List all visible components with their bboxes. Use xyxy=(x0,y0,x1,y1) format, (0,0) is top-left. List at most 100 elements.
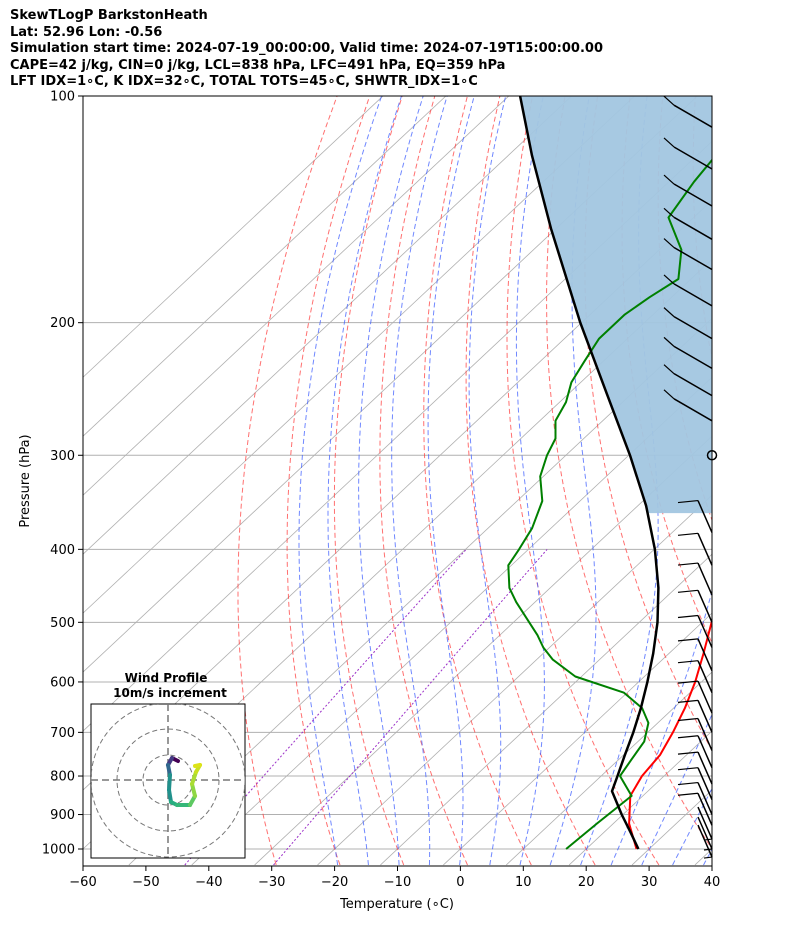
moist-adiabat xyxy=(391,96,448,866)
hodo-ring-30 xyxy=(91,704,245,858)
wind-barb xyxy=(677,751,713,785)
dewpoint-line xyxy=(507,158,712,850)
y-tick-label: 100 xyxy=(50,90,75,105)
wind-barb-flag xyxy=(663,174,675,185)
wind-barb-staff xyxy=(673,104,713,128)
wind-barb-staff xyxy=(673,246,713,271)
hodograph-segment xyxy=(190,782,197,798)
isotherm xyxy=(380,553,712,866)
wind-barb-staff xyxy=(697,660,713,693)
chart-title: SkewTLogP BarkstonHeath xyxy=(10,8,208,23)
x-tick-label: 0 xyxy=(456,875,464,890)
moist-adiabat xyxy=(298,96,383,866)
dry-adiabat xyxy=(423,96,532,866)
wind-barb-flag xyxy=(663,364,675,375)
x-tick-label: −30 xyxy=(258,875,285,890)
dry-adiabat xyxy=(546,96,712,850)
isotherm xyxy=(83,96,635,614)
wind-barb-flag xyxy=(663,207,675,218)
wind-barb-flag xyxy=(677,699,699,703)
time-line: Simulation start time: 2024-07-19_00:00:… xyxy=(10,41,603,56)
hodograph-segment xyxy=(167,773,172,792)
moist-adiabat xyxy=(735,96,794,865)
isotherm xyxy=(191,376,712,866)
hodograph-segment xyxy=(193,763,202,768)
wind-barb-flag xyxy=(677,680,699,684)
wind-barb xyxy=(663,389,713,422)
wind-barb-flag xyxy=(663,95,675,106)
wind-barb-flag xyxy=(663,274,675,285)
wind-barb-staff xyxy=(697,782,713,815)
wind-barb-staff xyxy=(673,372,713,397)
x-tick-label: −50 xyxy=(132,875,159,890)
x-tick-label: −40 xyxy=(195,875,222,890)
wind-barb-staff xyxy=(673,216,713,240)
wind-barb xyxy=(677,499,713,533)
y-tick-label: 800 xyxy=(50,770,75,785)
wind-barb-staff xyxy=(697,816,713,850)
moist-adiabat xyxy=(327,96,402,866)
wind-barb-flag xyxy=(677,717,699,722)
x-tick-label: 10 xyxy=(515,875,532,890)
wind-barb xyxy=(663,238,713,271)
wind-barb-flag xyxy=(663,238,675,248)
wind-barb-staff xyxy=(673,398,713,422)
wind-barb-flag xyxy=(677,499,699,504)
hodograph-title: Wind Profile xyxy=(125,671,208,685)
wind-barb xyxy=(663,364,713,397)
y-axis-ticks: 100 200 300 400 500 600 700 800 900 1000 xyxy=(42,90,83,858)
parcel-line xyxy=(518,96,660,850)
wind-barb xyxy=(677,638,713,672)
dry-adiabat xyxy=(379,96,468,866)
dry-adiabat xyxy=(727,96,794,865)
wind-barb-flag xyxy=(677,532,699,536)
mixing-ratio-line xyxy=(184,549,467,866)
wind-barb-flag xyxy=(677,660,699,664)
wind-barb-flag xyxy=(703,848,713,851)
dry-adiabat xyxy=(760,96,794,865)
wind-barb-flag xyxy=(663,137,675,148)
hodograph-segment xyxy=(190,770,198,786)
wind-barb xyxy=(677,792,713,826)
wind-barb-staff xyxy=(673,315,713,340)
wind-barb-staff xyxy=(673,345,713,370)
hodograph-inset: Wind Profile 10m/s increment xyxy=(90,671,246,859)
wind-barb-flag xyxy=(677,589,699,593)
wind-barb-staff xyxy=(673,183,713,207)
wind-barb-staff xyxy=(697,792,713,826)
wind-barb-staff xyxy=(697,767,713,800)
wind-barb-flag xyxy=(663,307,675,318)
cape-line: CAPE=42 j/kg, CIN=0 j/kg, LCL=838 hPa, L… xyxy=(10,57,506,73)
wind-barb-flag xyxy=(677,562,699,566)
moist-adiabat xyxy=(641,713,712,866)
wind-barb-staff xyxy=(697,562,713,596)
wind-barb-staff xyxy=(697,533,713,566)
wind-barb-flag xyxy=(677,781,699,786)
wind-barb-staff xyxy=(697,718,713,751)
isotherm xyxy=(83,96,384,378)
y-tick-label: 900 xyxy=(50,808,75,823)
wind-barb-staff xyxy=(697,680,713,714)
y-axis-label: Pressure (hPa) xyxy=(18,434,33,527)
location-line: Lat: 52.96 Lon: -0.56 xyxy=(10,24,163,40)
wind-barbs xyxy=(663,95,718,859)
y-tick-label: 500 xyxy=(50,616,75,631)
wind-barb xyxy=(663,207,713,240)
moist-adiabat xyxy=(580,96,659,866)
wind-barb xyxy=(677,767,713,800)
dry-adiabat xyxy=(333,96,405,866)
wind-barb-staff xyxy=(697,824,713,858)
moist-adiabat xyxy=(549,96,597,866)
y-tick-label: 600 xyxy=(50,675,75,690)
hodograph-trace xyxy=(166,756,202,807)
y-tick-label: 400 xyxy=(50,543,75,558)
wind-barb xyxy=(663,137,713,170)
isotherm xyxy=(758,96,794,865)
wind-barb-staff xyxy=(697,638,713,672)
y-tick-label: 700 xyxy=(50,726,75,741)
wind-barb-staff xyxy=(697,615,713,648)
wind-barb-flag xyxy=(663,389,675,400)
wind-barb xyxy=(663,274,713,307)
dry-adiabat xyxy=(237,96,338,866)
x-tick-label: −60 xyxy=(69,875,96,890)
